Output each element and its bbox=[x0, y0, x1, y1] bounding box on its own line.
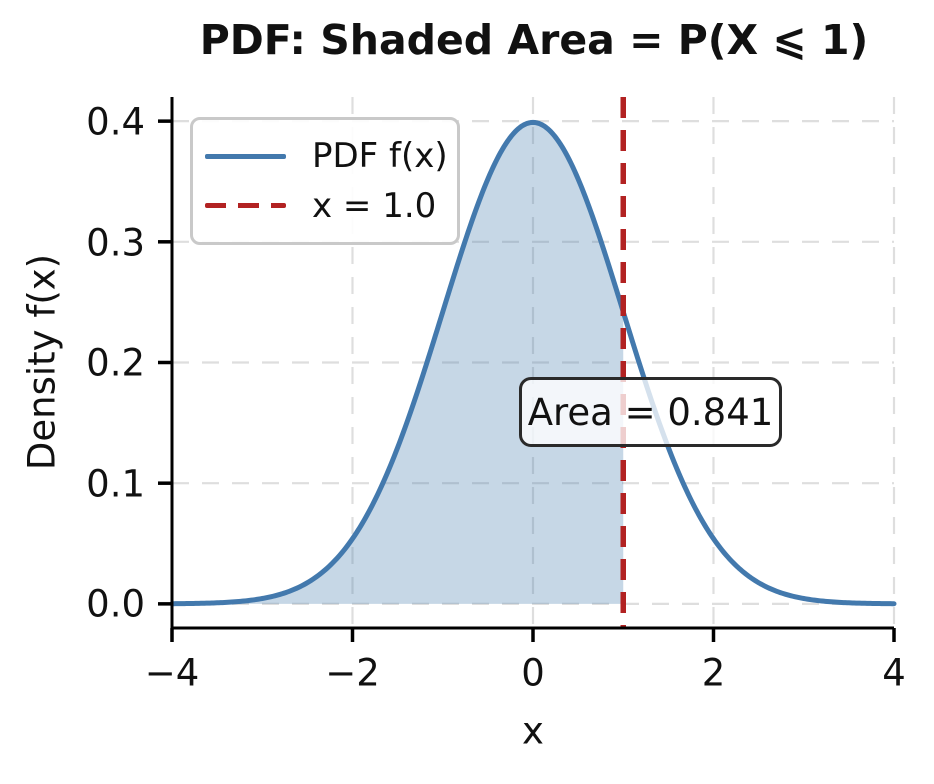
y-axis-label: Density f(x) bbox=[20, 253, 64, 471]
legend-label-pdf: PDF f(x) bbox=[312, 136, 448, 177]
x-axis-label: x bbox=[522, 709, 544, 753]
x-tick-label: 0 bbox=[521, 651, 545, 695]
x-tick-label: −2 bbox=[325, 651, 380, 695]
area-annotation: Area = 0.841 bbox=[519, 377, 782, 447]
x-tick-label: −4 bbox=[144, 651, 200, 695]
legend-item-pdf: PDF f(x) bbox=[205, 139, 457, 173]
y-tick-label: 0.2 bbox=[86, 341, 145, 385]
y-tick-label: 0.4 bbox=[86, 100, 145, 144]
legend-item-vline: x = 1.0 bbox=[205, 189, 457, 223]
legend-label-vline: x = 1.0 bbox=[312, 185, 437, 226]
pdf-line-sample-icon bbox=[205, 153, 286, 159]
y-tick-label: 0.3 bbox=[86, 221, 145, 264]
x-tick-label: 4 bbox=[882, 651, 906, 695]
vline-dash-sample-icon bbox=[205, 203, 286, 209]
y-tick-label: 0.0 bbox=[86, 582, 145, 626]
x-tick-label: 2 bbox=[701, 651, 726, 695]
y-tick-label: 0.1 bbox=[86, 462, 145, 505]
legend: PDF f(x) x = 1.0 bbox=[190, 117, 460, 245]
chart-title: PDF: Shaded Area = P(X ⩽ 1) bbox=[199, 16, 869, 64]
